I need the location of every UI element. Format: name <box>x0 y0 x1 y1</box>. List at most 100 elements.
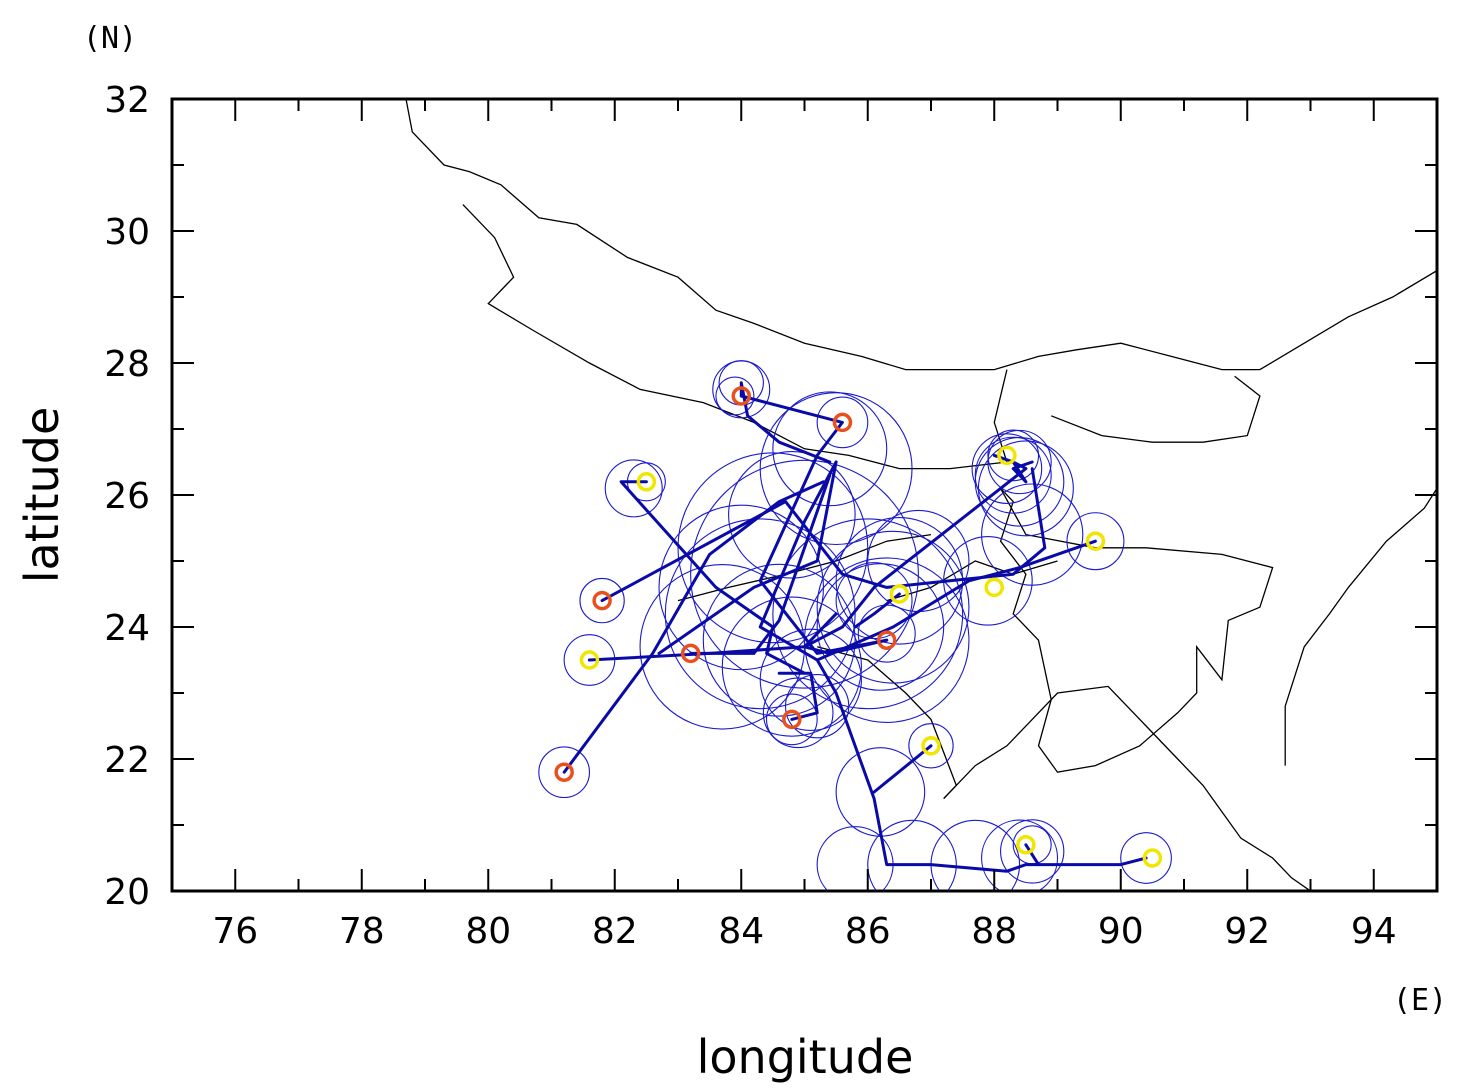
ring-11 <box>664 518 856 710</box>
ring-43 <box>867 819 957 891</box>
ring-8 <box>728 450 856 579</box>
track-line-8 <box>562 480 825 774</box>
border-line-8 <box>886 560 1058 602</box>
ring-3 <box>816 396 869 449</box>
x-tick-label: 88 <box>971 911 1017 952</box>
x-tick-label: 94 <box>1351 911 1397 952</box>
x-axis-title: longitude <box>697 1030 914 1084</box>
origin-marker-0 <box>731 386 751 406</box>
x-tick-labels: 76 78 80 82 84 86 88 90 92 94 <box>212 911 1396 952</box>
ring-48 <box>1120 832 1172 884</box>
x-tick-label: 86 <box>845 911 891 952</box>
ring-9 <box>677 452 869 644</box>
y-axis-title: latitude <box>15 407 69 583</box>
axis-ticks <box>171 98 1438 892</box>
ring-25 <box>835 562 913 640</box>
storm-tracks <box>562 381 1148 873</box>
y-tick-label: 30 <box>104 212 150 253</box>
track-line-14 <box>1024 843 1040 867</box>
origin-marker-11 <box>984 577 1004 598</box>
x-tick-label: 80 <box>465 911 511 952</box>
y-tick-labels: 20 22 24 26 28 30 32 <box>104 80 150 913</box>
ring-21 <box>816 530 970 684</box>
y-tick-label: 24 <box>104 608 150 649</box>
origin-marker-1 <box>832 412 853 433</box>
ring-27 <box>772 518 964 710</box>
ring-36 <box>1066 512 1125 571</box>
y-tick-label: 20 <box>104 872 150 913</box>
ring-2 <box>715 376 755 416</box>
ring-10 <box>690 459 919 689</box>
y-tick-label: 32 <box>104 80 150 121</box>
border-line-1 <box>462 204 1007 470</box>
y-unit-label: (N) <box>83 21 137 56</box>
track-line-6 <box>600 467 1047 603</box>
track-line-15 <box>1011 460 1034 484</box>
border-line-5 <box>1284 488 1437 766</box>
ring-37 <box>579 577 625 624</box>
plot-frame <box>170 97 1439 893</box>
track-line-9 <box>777 671 819 721</box>
y-tick-label: 28 <box>104 344 150 385</box>
border-line-4 <box>999 487 1274 773</box>
origin-marker-10 <box>921 736 941 756</box>
ring-4 <box>772 391 888 507</box>
origin-markers <box>554 386 1163 868</box>
border-line-7 <box>817 646 958 800</box>
origin-marker-5 <box>680 643 701 664</box>
border-line-0 <box>405 99 1437 371</box>
x-tick-label: 76 <box>212 911 258 952</box>
origin-marker-2 <box>636 472 657 492</box>
origin-marker-6 <box>782 709 802 730</box>
x-tick-label: 84 <box>718 911 764 952</box>
origin-marker-3 <box>592 590 612 611</box>
x-unit-label: (E) <box>1393 983 1447 1018</box>
track-line-2 <box>619 480 806 675</box>
track-line-12 <box>815 658 1148 873</box>
ring-32 <box>977 440 1074 537</box>
x-tick-label: 82 <box>592 911 638 952</box>
ring-46 <box>1000 819 1065 884</box>
track-line-1 <box>739 394 889 655</box>
ring-41 <box>908 723 954 769</box>
track-line-7 <box>587 453 1028 662</box>
track-line-13 <box>872 744 933 794</box>
ring-22 <box>803 557 970 723</box>
origin-marker-9 <box>554 762 574 782</box>
border-line-3 <box>1050 375 1261 443</box>
x-tick-label: 78 <box>339 911 385 952</box>
border-line-6 <box>943 685 1311 891</box>
origin-marker-8 <box>889 584 910 604</box>
ring-16 <box>759 628 862 731</box>
ring-45 <box>981 819 1059 891</box>
y-tick-label: 22 <box>104 740 150 781</box>
track-line-11 <box>853 592 901 629</box>
origin-marker-4 <box>579 650 600 670</box>
x-tick-label: 90 <box>1098 911 1144 952</box>
origin-marker-14 <box>1016 835 1036 855</box>
uncertainty-rings <box>538 360 1172 891</box>
origin-marker-7 <box>876 630 897 650</box>
ring-39 <box>538 746 591 799</box>
origin-marker-15 <box>1142 848 1163 868</box>
track-line-5 <box>657 460 838 655</box>
ring-5 <box>759 392 913 546</box>
ring-13 <box>721 596 862 737</box>
ring-31 <box>987 429 1040 482</box>
origin-marker-13 <box>997 445 1017 466</box>
origin-marker-12 <box>1085 531 1106 551</box>
ring-18 <box>765 693 818 746</box>
y-tick-label: 26 <box>104 476 150 517</box>
ring-12 <box>702 563 856 717</box>
ring-29 <box>974 436 1065 527</box>
track-line-10 <box>803 612 889 655</box>
ring-19 <box>784 674 850 739</box>
track-line-3 <box>758 460 1097 662</box>
x-tick-label: 92 <box>1224 911 1270 952</box>
country-borders <box>405 99 1437 891</box>
ring-6 <box>604 459 663 518</box>
ring-33 <box>971 433 1043 504</box>
ring-20 <box>816 563 945 691</box>
ring-30 <box>987 429 1052 495</box>
